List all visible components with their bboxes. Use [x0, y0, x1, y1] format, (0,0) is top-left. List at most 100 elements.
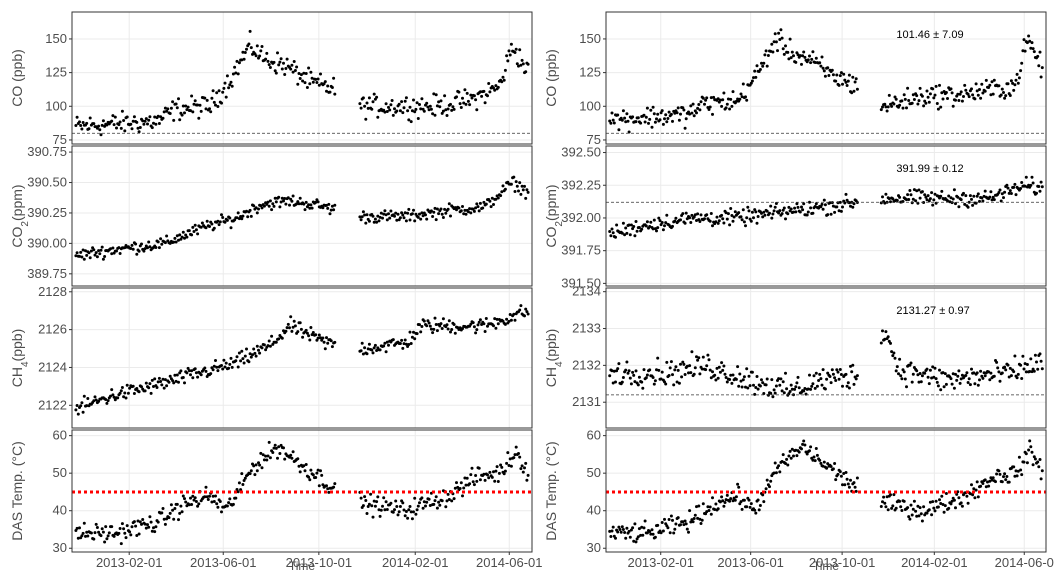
data-point [695, 111, 698, 114]
data-point [331, 86, 334, 89]
data-point [742, 378, 745, 381]
data-point [970, 368, 973, 371]
data-point [1019, 364, 1022, 367]
data-point [853, 202, 856, 205]
data-point [625, 361, 628, 364]
data-point [385, 102, 388, 105]
data-point [446, 323, 449, 326]
data-point [1041, 66, 1044, 69]
data-point [750, 502, 753, 505]
data-point [922, 104, 925, 107]
data-point [654, 379, 657, 382]
data-point [792, 54, 795, 57]
data-point [282, 446, 285, 449]
data-point [443, 94, 446, 97]
data-point [728, 500, 731, 503]
data-point [375, 96, 378, 99]
data-point [746, 387, 749, 390]
data-point [299, 470, 302, 473]
data-point [957, 205, 960, 208]
data-point [774, 32, 777, 35]
data-point [654, 121, 657, 124]
data-point [624, 227, 627, 230]
data-point [608, 374, 611, 377]
data-point [690, 112, 693, 115]
data-point [139, 126, 142, 129]
data-point [274, 444, 277, 447]
data-point [957, 369, 960, 372]
data-point [399, 216, 402, 219]
data-point [924, 102, 927, 105]
data-point [726, 381, 729, 384]
data-point [187, 106, 190, 109]
data-point [208, 107, 211, 110]
data-point [280, 57, 283, 60]
data-point [778, 209, 781, 212]
data-point [1003, 191, 1006, 194]
data-point [711, 496, 714, 499]
data-point [85, 122, 88, 125]
data-point [208, 495, 211, 498]
data-point [207, 498, 210, 501]
data-point [257, 349, 260, 352]
data-point [479, 318, 482, 321]
data-point [79, 251, 82, 254]
data-point [907, 198, 910, 201]
data-point [671, 120, 674, 123]
data-point [946, 97, 949, 100]
data-point [304, 208, 307, 211]
data-point [815, 57, 818, 60]
data-point [304, 81, 307, 84]
data-point [226, 505, 229, 508]
data-point [488, 200, 491, 203]
data-point [746, 206, 749, 209]
data-point [931, 500, 934, 503]
data-point [397, 213, 400, 216]
data-point [428, 498, 431, 501]
data-point [82, 121, 85, 124]
y-axis-label: CH4(ppb) [9, 329, 31, 387]
data-point [795, 381, 798, 384]
data-point [446, 114, 449, 117]
data-point [662, 530, 665, 533]
data-point [488, 90, 491, 93]
data-point [432, 328, 435, 331]
data-point [671, 225, 674, 228]
data-point [153, 377, 156, 380]
y-axis-label: DAS Temp. (°C) [9, 441, 25, 540]
data-point [460, 481, 463, 484]
data-point [1007, 187, 1010, 190]
data-point [216, 105, 219, 108]
data-point [505, 462, 508, 465]
data-point [502, 184, 505, 187]
data-point [853, 90, 856, 93]
data-point [469, 473, 472, 476]
data-point [358, 102, 361, 105]
data-point [398, 103, 401, 106]
data-point [475, 480, 478, 483]
data-point [771, 213, 774, 216]
data-point [1031, 176, 1034, 179]
data-point [794, 210, 797, 213]
data-point [663, 224, 666, 227]
data-point [129, 123, 132, 126]
data-point [738, 373, 741, 376]
data-point [624, 537, 627, 540]
data-point [716, 216, 719, 219]
data-point [85, 254, 88, 257]
data-point [238, 481, 241, 484]
data-point [191, 110, 194, 113]
data-point [748, 209, 751, 212]
data-point [79, 124, 82, 127]
data-point [521, 464, 524, 467]
data-point [203, 367, 206, 370]
data-point [789, 38, 792, 41]
data-point [505, 54, 508, 57]
data-point [126, 524, 129, 527]
data-point [814, 387, 817, 390]
data-point [281, 337, 284, 340]
data-point [518, 456, 521, 459]
data-point [711, 113, 714, 116]
data-point [837, 473, 840, 476]
data-point [768, 485, 771, 488]
